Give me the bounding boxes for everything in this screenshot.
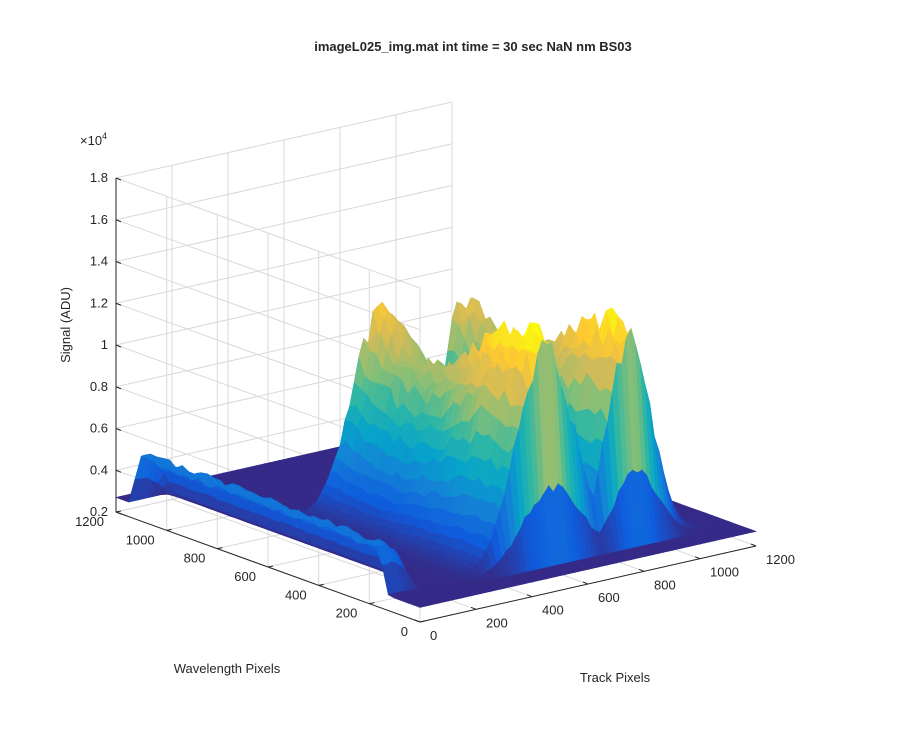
axes [115,177,757,623]
x-tick-label: 800 [654,577,676,592]
x-tick-label: 200 [486,615,508,630]
grid-line [115,101,453,179]
z-tick-label: 1.8 [90,170,108,185]
z-tick-mark [115,428,122,431]
y-tick-label: 600 [234,569,256,584]
grid-line [115,143,453,221]
z-tick-label: 0.2 [90,504,108,519]
y-tick-mark [267,565,274,568]
y-tick-mark [369,602,375,605]
y-tick-mark [318,583,324,586]
y-tick-label: 1000 [126,532,155,547]
x-tick-mark [414,619,421,623]
z-tick-mark [115,219,122,223]
z-tick-mark [115,386,122,390]
x-tick-mark [526,594,533,598]
grid-line [115,226,453,304]
x-tick-mark [638,568,645,572]
tick-labels: 0.2 0.4 0.6 0.8 1 1.2 1.4 1.6 1.8 0 200 400 600 800 10… [75,170,795,643]
x-tick-label: 1000 [710,565,739,580]
y-tick-label: 800 [184,551,206,566]
surface-patch [743,528,758,533]
y-tick-label: 0 [401,624,408,639]
y-tick-mark [166,528,172,531]
z-tick-mark [115,177,122,181]
y-tick-label: 400 [285,587,307,602]
y-tick-mark [419,620,426,623]
z-tick-label: 1.4 [90,254,108,269]
x-tick-mark [582,581,589,585]
x-tick-label: 1200 [766,552,795,567]
z-tick-mark [115,469,122,473]
z-tick-mark [115,261,122,264]
signal-surface [114,296,758,608]
x-tick-mark [750,543,757,547]
z-tick-label: 0.8 [90,379,108,394]
y-axis-label: Wavelength Pixels [174,661,281,676]
y-tick-label: 200 [336,606,358,621]
y-tick-label: 1200 [75,514,104,529]
z-axis-label: Signal (ADU) [58,287,73,363]
x-tick-label: 400 [542,603,564,618]
z-tick-label: 1 [101,337,108,352]
z-tick-label: 0.6 [90,421,108,436]
grid-line [115,268,453,346]
grid-line [115,177,421,289]
z-tick-mark [115,344,122,348]
z-exponent-label: ×104 [80,131,107,148]
x-tick-mark [470,606,477,610]
y-tick-mark [115,510,122,513]
y-tick-mark [217,547,223,550]
x-axis-label: Track Pixels [580,670,651,685]
x-tick-mark [694,556,701,560]
z-tick-label: 1.2 [90,295,108,310]
grid-line [115,219,421,331]
x-tick-label: 0 [430,628,437,643]
z-tick-mark [115,302,122,306]
chart-title: imageL025_img.mat int time = 30 sec NaN … [314,39,632,54]
x-tick-label: 600 [598,590,620,605]
grid-line [115,185,453,262]
z-tick-label: 1.6 [90,212,108,227]
z-tick-label: 0.4 [90,462,108,477]
